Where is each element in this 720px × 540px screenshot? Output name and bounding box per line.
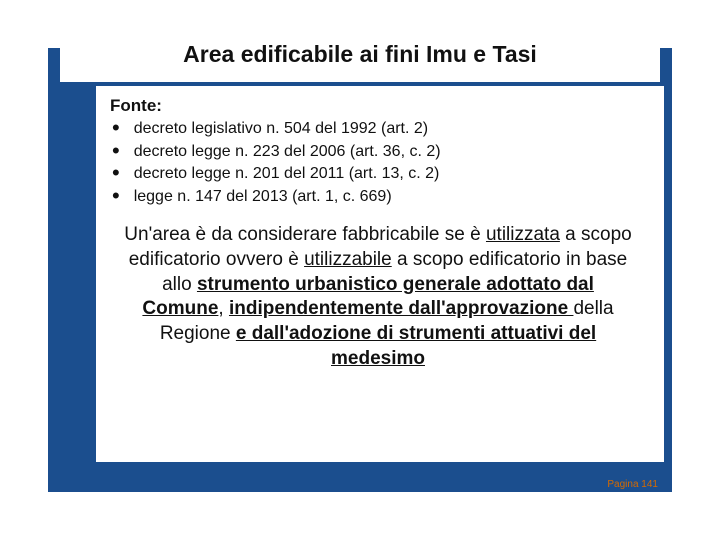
bullet-icon: •: [112, 142, 120, 160]
list-item: • decreto legge n. 223 del 2006 (art. 36…: [112, 141, 646, 163]
body-seg: utilizzabile: [304, 249, 392, 270]
body-paragraph: Un'area è da considerare fabbricabile se…: [110, 223, 646, 371]
source-item-text: decreto legge n. 201 del 2011 (art. 13, …: [134, 163, 440, 185]
page-number: Pagina 141: [607, 479, 658, 490]
source-label: Fonte:: [110, 96, 646, 116]
body-seg: ,: [218, 298, 229, 319]
source-list: • decreto legislativo n. 504 del 1992 (a…: [110, 118, 646, 207]
body-seg: utilizzata: [486, 224, 560, 245]
source-item-text: legge n. 147 del 2013 (art. 1, c. 669): [134, 186, 392, 208]
body-seg: e dall'adozione di strumenti attuativi d…: [236, 323, 596, 369]
body-seg: Un'area è da considerare fabbricabile se…: [124, 224, 486, 245]
slide-title: Area edificabile ai fini Imu e Tasi: [183, 41, 537, 68]
bullet-icon: •: [112, 119, 120, 137]
bullet-icon: •: [112, 164, 120, 182]
source-item-text: decreto legge n. 223 del 2006 (art. 36, …: [134, 141, 441, 163]
body-seg: indipendentemente dall'approvazione: [229, 298, 573, 319]
bullet-icon: •: [112, 187, 120, 205]
list-item: • legge n. 147 del 2013 (art. 1, c. 669): [112, 186, 646, 208]
title-panel: Area edificabile ai fini Imu e Tasi: [60, 26, 660, 82]
content-panel: Fonte: • decreto legislativo n. 504 del …: [96, 86, 664, 462]
list-item: • decreto legislativo n. 504 del 1992 (a…: [112, 118, 646, 140]
slide: Area edificabile ai fini Imu e Tasi Font…: [0, 0, 720, 540]
list-item: • decreto legge n. 201 del 2011 (art. 13…: [112, 163, 646, 185]
source-item-text: decreto legislativo n. 504 del 1992 (art…: [134, 118, 428, 140]
